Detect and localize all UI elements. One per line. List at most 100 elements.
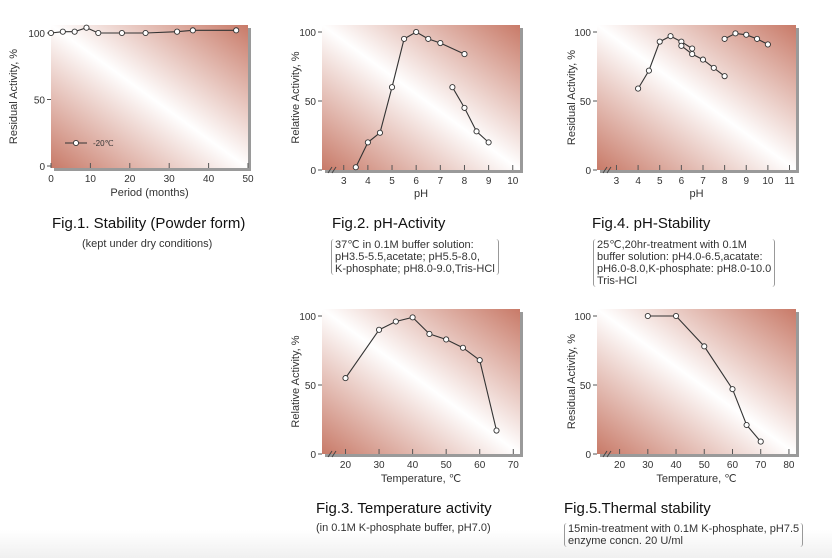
x-axis-title: pH xyxy=(414,188,428,200)
x-tick-label: 7 xyxy=(700,176,706,187)
y-tick-label: 100 xyxy=(574,28,591,39)
data-point xyxy=(459,344,466,351)
x-tick-label: 20 xyxy=(614,460,626,471)
y-axis-title: Residual Activity, % xyxy=(8,49,20,144)
data-point xyxy=(376,326,383,333)
data-point xyxy=(764,41,771,48)
series-line xyxy=(647,315,762,442)
fig1-note: (kept under dry conditions) xyxy=(82,238,213,250)
x-tick-label: 10 xyxy=(762,176,774,187)
y-tick-label: 100 xyxy=(299,312,316,323)
data-point xyxy=(754,35,761,42)
data-point xyxy=(721,35,728,42)
fig4-note: 25℃,20hr-treatment with 0.1M buffer solu… xyxy=(593,239,776,287)
y-tick-label: 50 xyxy=(580,97,592,108)
x-tick-label: 70 xyxy=(508,460,520,471)
data-point xyxy=(47,29,55,37)
x-tick-label: 20 xyxy=(124,174,136,185)
x-tick-label: 50 xyxy=(242,174,254,185)
x-tick-label: 30 xyxy=(373,460,385,471)
y-tick-label: 0 xyxy=(310,450,316,461)
data-point xyxy=(476,357,483,364)
x-axis-title: Temperature, ℃ xyxy=(381,473,461,485)
axis-break-mark xyxy=(327,450,337,458)
data-point xyxy=(710,64,717,71)
fig2-title: Fig.2. pH-Activity xyxy=(332,215,446,232)
legend-label: -20℃ xyxy=(93,139,114,148)
data-point xyxy=(443,336,450,343)
data-point xyxy=(743,421,750,429)
x-tick-label: 40 xyxy=(670,460,682,471)
data-point xyxy=(118,29,125,37)
x-tick-label: 80 xyxy=(783,460,795,471)
data-point xyxy=(409,314,416,321)
fig5-note: 15min-treatment with 0.1M K-phosphate, p… xyxy=(564,523,804,547)
y-tick-label: 100 xyxy=(574,312,591,323)
data-point xyxy=(729,386,736,393)
data-point xyxy=(635,85,642,92)
data-point xyxy=(667,33,674,40)
y-tick-label: 0 xyxy=(39,162,45,173)
y-tick-label: 100 xyxy=(28,29,45,40)
fig2-note: 37℃ in 0.1M buffer solution: pH3.5-5.5,a… xyxy=(331,239,499,275)
data-point xyxy=(388,84,396,91)
data-point xyxy=(189,27,196,34)
data-point xyxy=(701,343,708,350)
x-tick-label: 70 xyxy=(755,460,767,471)
data-point xyxy=(485,139,492,146)
x-tick-label: 0 xyxy=(48,174,54,185)
data-point xyxy=(689,51,696,58)
x-tick-label: 40 xyxy=(203,174,215,185)
axis-break-mark xyxy=(602,450,612,458)
data-point xyxy=(71,28,78,35)
x-tick-label: 3 xyxy=(614,176,620,187)
data-point xyxy=(461,51,468,58)
x-tick-label: 10 xyxy=(85,174,97,185)
y-tick-label: 100 xyxy=(299,28,316,39)
legend-marker xyxy=(72,139,80,147)
data-point xyxy=(174,28,181,35)
x-tick-label: 10 xyxy=(507,176,519,187)
axis-break-mark xyxy=(327,166,337,174)
data-point xyxy=(142,29,149,37)
x-tick-label: 40 xyxy=(407,460,419,471)
axis-break-mark xyxy=(602,166,612,174)
x-axis-title: Temperature, ℃ xyxy=(656,473,736,485)
fig3-note: (in 0.1M K-phosphate buffer, pH7.0) xyxy=(316,522,491,534)
x-tick-label: 6 xyxy=(679,176,685,187)
y-axis-title: Residual Activity, % xyxy=(566,334,578,429)
data-point xyxy=(721,73,728,80)
x-tick-label: 5 xyxy=(389,176,395,187)
y-tick-label: 0 xyxy=(585,450,591,461)
x-tick-label: 20 xyxy=(340,460,352,471)
data-point xyxy=(83,24,90,31)
data-point xyxy=(364,139,371,146)
data-point xyxy=(644,312,651,320)
plot-area xyxy=(51,25,248,168)
data-point xyxy=(672,312,680,320)
x-axis-title: pH xyxy=(689,188,703,200)
x-tick-label: 5 xyxy=(657,176,663,187)
series-line xyxy=(50,27,237,34)
data-point xyxy=(437,39,444,47)
data-point xyxy=(342,375,349,382)
y-tick-label: 50 xyxy=(305,381,317,392)
plot-area xyxy=(322,309,520,454)
data-point xyxy=(95,29,102,37)
fig4-title: Fig.4. pH-Stability xyxy=(592,215,711,232)
plot-area xyxy=(597,309,796,454)
x-tick-label: 50 xyxy=(441,460,453,471)
plot-area xyxy=(322,25,520,170)
data-point xyxy=(678,42,685,49)
data-point xyxy=(645,67,652,74)
data-point xyxy=(426,330,433,337)
x-tick-label: 50 xyxy=(699,460,711,471)
fig5-title: Fig.5.Thermal stability xyxy=(564,500,711,517)
y-axis-title: Residual Activity, % xyxy=(566,50,578,145)
x-tick-label: 9 xyxy=(486,176,492,187)
y-tick-label: 50 xyxy=(580,381,592,392)
data-point xyxy=(757,438,764,445)
x-tick-label: 9 xyxy=(743,176,749,187)
